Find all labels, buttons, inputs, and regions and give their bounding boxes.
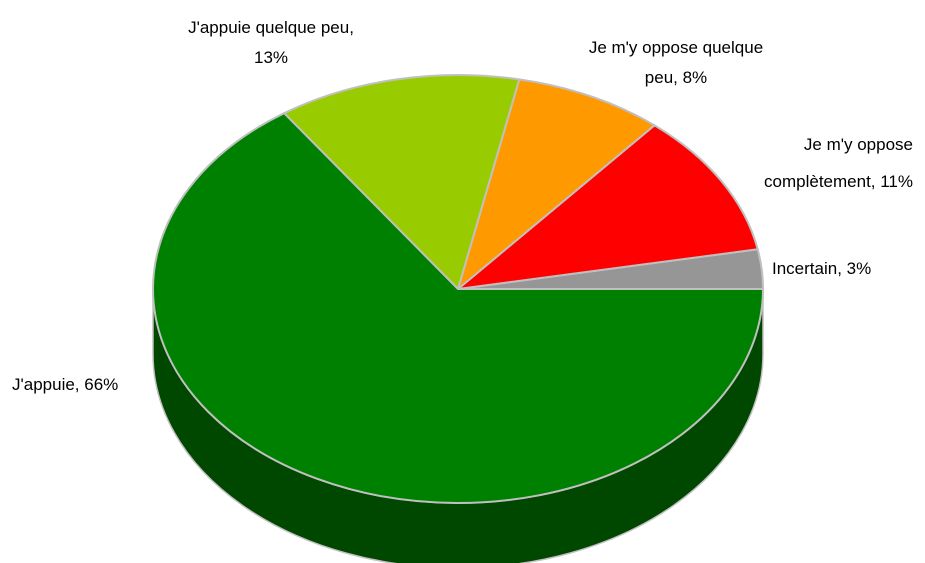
label-oppose-completement-line1: Je m'y oppose — [804, 135, 913, 154]
label-appuie-quelque-peu-line2: 13% — [254, 48, 288, 67]
slice-j-appuie-quelque-peu — [283, 74, 521, 290]
label-appuie: J'appuie, 66% — [12, 375, 118, 394]
label-incertain: Incertain, 3% — [772, 259, 871, 278]
slice-je-m-y-oppose-completement — [457, 124, 759, 290]
slice-je-m-y-oppose-quelque-peu — [457, 78, 656, 290]
label-oppose-completement-line2: complètement, 11% — [764, 172, 913, 191]
pie-top-face — [152, 74, 764, 504]
label-appuie-quelque-peu-line1: J'appuie quelque peu, — [188, 18, 354, 37]
label-oppose-quelque-peu-line2: peu, 8% — [645, 68, 707, 87]
slice-j-appuie — [152, 112, 764, 504]
label-oppose-quelque-peu-line1: Je m'y oppose quelque — [589, 38, 763, 57]
